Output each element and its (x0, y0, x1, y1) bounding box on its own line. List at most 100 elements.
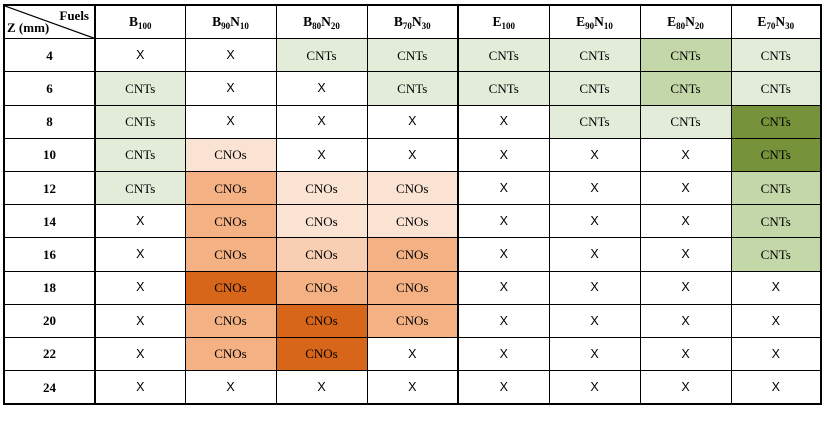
table-cell: CNOs (366, 237, 459, 272)
table-cell: CNTs (94, 71, 186, 106)
table-cell: X (639, 237, 732, 272)
table-cell: CNOs (366, 204, 459, 239)
column-header-1: B100 (94, 4, 186, 40)
fuel-base: B (212, 14, 222, 30)
z-label: Z (mm) (7, 20, 50, 36)
table-row: 8 CNTs X X X X CNTs CNTs CNTs (3, 104, 822, 139)
table-cell: X (548, 170, 641, 206)
fuel-base: B (393, 14, 403, 30)
table-cell: X (639, 336, 732, 372)
fuel-ratio-1: 70 (766, 21, 776, 32)
fuel-ratio-2: 20 (330, 21, 340, 32)
table-cell: CNOs (275, 336, 368, 372)
fuel-ratio-1: 80 (312, 21, 322, 32)
column-header-5: E100 (457, 4, 550, 40)
table-cell: CNOs (184, 270, 277, 305)
table-cell: CNTs (548, 38, 641, 73)
table-cell: CNOs (184, 204, 277, 239)
table-row: 22 X CNOs CNOs X X X X X (3, 336, 822, 372)
table-cell: X (94, 336, 186, 372)
z-value: 10 (3, 137, 96, 172)
fuel-ratio-2: 20 (694, 21, 704, 32)
table-cell: CNTs (457, 71, 550, 106)
table-cell: CNOs (275, 204, 368, 239)
table-cell: X (457, 336, 550, 372)
table-row: 6 CNTs X X CNTs CNTs CNTs CNTs CNTs (3, 71, 822, 106)
table-cell: X (184, 104, 277, 139)
z-value: 6 (3, 71, 96, 106)
table-cell: CNTs (730, 170, 822, 206)
z-value: 4 (3, 38, 96, 73)
table-cell: X (457, 170, 550, 206)
table-cell: CNTs (548, 104, 641, 139)
table-cell: X (275, 104, 368, 139)
column-header-2: B90N10 (184, 4, 277, 40)
table-row: 20 X CNOs CNOs CNOs X X X X (3, 303, 822, 338)
table-cell: X (548, 270, 641, 305)
fuel-ratio-1: 80 (676, 21, 686, 32)
table-cell: CNOs (275, 170, 368, 206)
table-cell: X (366, 104, 459, 139)
fuel-additive: N (594, 14, 604, 30)
fuel-additive: N (411, 14, 422, 30)
table-cell: CNTs (94, 170, 186, 206)
table-cell: X (639, 270, 732, 305)
table-cell: CNTs (366, 38, 459, 73)
table-cell: CNOs (275, 237, 368, 272)
table-body: 4 X X CNTs CNTs CNTs CNTs CNTs CNTs 6 CNTs X X CNTs CN… (3, 38, 822, 405)
table-row: 10 CNTs CNOs X X X X X CNTs (3, 137, 822, 172)
fuel-ratio-2: 30 (421, 21, 431, 32)
table-cell: CNOs (275, 303, 368, 338)
column-header-3: B80N20 (275, 4, 368, 40)
fuel-ratio-2: 10 (603, 21, 613, 32)
table-cell: X (275, 71, 368, 106)
table-row: 16 X CNOs CNOs CNOs X X X CNTs (3, 237, 822, 272)
table-cell: X (457, 270, 550, 305)
table-cell: X (457, 237, 550, 272)
table-cell: X (730, 303, 822, 338)
z-value: 14 (3, 204, 96, 239)
column-header-8: E70N30 (730, 4, 822, 40)
table-cell: X (94, 370, 186, 405)
fuel-ratio-1: 100 (501, 21, 516, 32)
table-cell: CNTs (639, 104, 732, 139)
fuel-base: B (128, 14, 138, 30)
fuels-label: Fuels (59, 8, 89, 23)
table-cell: CNTs (730, 204, 822, 239)
table-cell: X (548, 237, 641, 272)
fuel-additive: N (685, 14, 695, 30)
fuel-ratio-1: 100 (138, 21, 152, 32)
table-cell: CNOs (366, 170, 459, 206)
fuel-base: E (492, 14, 502, 30)
table-row: 14 X CNOs CNOs CNOs X X X CNTs (3, 204, 822, 239)
table-cell: CNOs (184, 336, 277, 372)
table-cell: CNTs (730, 71, 822, 106)
table-wrapper: Fuels Z (mm) B100 B90N10 B80N20 B70N30 E100 E… (3, 4, 822, 406)
table-cell: CNTs (730, 104, 822, 139)
fuel-base: E (576, 14, 586, 30)
fuel-base: B (303, 14, 313, 30)
table-cell: X (275, 370, 368, 405)
column-header-4: B70N30 (366, 4, 459, 40)
table-cell: X (366, 336, 459, 372)
table-row: 4 X X CNTs CNTs CNTs CNTs CNTs CNTs (3, 38, 822, 73)
table-cell: X (457, 370, 550, 405)
table-cell: CNOs (184, 237, 277, 272)
table-cell: CNTs (275, 38, 368, 73)
table-cell: X (639, 170, 732, 206)
table-cell: CNOs (366, 270, 459, 305)
table-cell: CNTs (730, 137, 822, 172)
fuel-base: E (757, 14, 767, 30)
table-cell: CNTs (457, 38, 550, 73)
table-cell: X (548, 204, 641, 239)
column-header-6: E90N10 (548, 4, 641, 40)
table-cell: CNTs (366, 71, 459, 106)
table-cell: CNTs (730, 237, 822, 272)
table-cell: X (548, 336, 641, 372)
fuel-ratio-2: 30 (785, 21, 795, 32)
table-cell: CNOs (275, 270, 368, 305)
table-cell: X (366, 137, 459, 172)
table-cell: CNOs (366, 303, 459, 338)
fuel-additive: N (775, 14, 786, 30)
table-cell: X (457, 104, 550, 139)
